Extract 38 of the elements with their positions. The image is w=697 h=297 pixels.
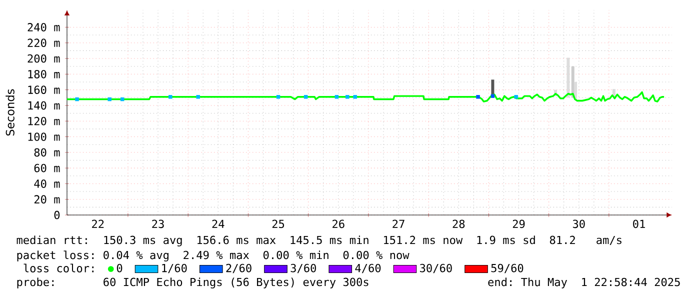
- text: packet loss: 0.04 % avg 2.49 % max 0.00 % min 0.00 % now: [17, 250, 410, 262]
- legend-label: 1/60: [162, 264, 187, 274]
- y-tick-label: 120 m: [28, 116, 60, 126]
- legend-label: 2/60: [226, 264, 252, 274]
- y-tick-label: 140 m: [28, 101, 60, 110]
- y-tick-label: 240 m: [28, 23, 60, 32]
- y-tick-label: 100 m: [28, 132, 60, 141]
- x-tick-label: 27: [392, 220, 404, 228]
- x-tick-label: 28: [452, 220, 465, 228]
- y-tick-label: 20 m: [34, 195, 60, 204]
- y-tick-label: 60 m: [34, 164, 60, 172]
- y-tick-label: 220 m: [28, 38, 60, 48]
- y-tick-label: 180 m: [28, 70, 60, 78]
- x-tick-label: 26: [332, 220, 344, 228]
- y-tick-label: 200 m: [28, 54, 60, 63]
- x-tick-label: 29: [512, 220, 525, 228]
- x-tick-label: 01: [633, 220, 645, 228]
- y-axis-title: Seconds: [6, 89, 14, 136]
- text: probe: 60 ICMP Echo Pings (56 Bytes) every 300s: [17, 278, 368, 288]
- legend-label: 59/60: [491, 264, 524, 274]
- bar: [566, 58, 570, 98]
- y-tick-label: 160 m: [28, 86, 60, 94]
- bar: [574, 82, 578, 100]
- legend-title: loss color:: [24, 264, 94, 272]
- y-tick-label: 80 m: [34, 148, 60, 157]
- y-tick-label: 40 m: [34, 180, 60, 188]
- legend-label: 30/60: [420, 264, 452, 274]
- text: median rtt: 150.3 ms avg 156.6 ms max 145.5 ms min 151.2 ms now 1.9 ms sd 81.2 am/s: [16, 236, 622, 246]
- x-tick-label: 22: [92, 220, 104, 228]
- x-tick-label: 30: [572, 220, 585, 228]
- legend-label: 3/60: [290, 264, 316, 274]
- legend-label: 0: [116, 264, 122, 272]
- legend-label: 4/60: [355, 264, 381, 274]
- x-tick-label: 25: [272, 220, 284, 228]
- text: end: Thu May 1 22:58:44 2025: [488, 278, 680, 288]
- x-tick-label: 24: [212, 220, 224, 228]
- y-tick-label: 0: [54, 210, 60, 220]
- x-tick-label: 23: [152, 220, 164, 228]
